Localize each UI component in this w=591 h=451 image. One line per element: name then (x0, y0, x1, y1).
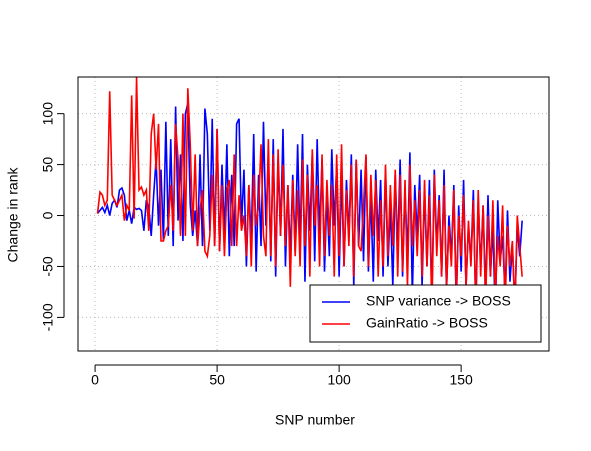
x-tick-label: 50 (209, 372, 225, 388)
y-tick-label: 50 (40, 157, 56, 173)
x-axis-label: SNP number (275, 412, 355, 428)
legend-label: SNP variance -> BOSS (366, 293, 511, 309)
y-axis-label: Change in rank (5, 167, 21, 263)
legend-box (309, 284, 542, 343)
plot-frame (77, 76, 550, 352)
data-line (96, 76, 523, 313)
x-tick-label: 0 (91, 372, 99, 388)
legend: SNP variance -> BOSS GainRatio -> BOSS (309, 284, 542, 343)
legend-label: GainRatio -> BOSS (366, 315, 488, 331)
x-tick-label: 150 (449, 372, 473, 388)
x-tick-label: 100 (327, 372, 351, 388)
y-tick-label: -100 (40, 303, 56, 331)
y-tick-label: 100 (40, 102, 56, 126)
y-tick-label: 0 (40, 211, 56, 219)
y-tick-label: -50 (40, 256, 56, 276)
